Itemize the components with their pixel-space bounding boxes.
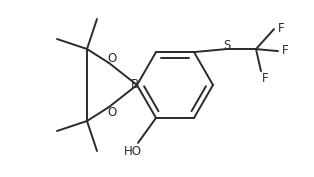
Text: F: F [278,22,284,35]
Text: F: F [262,72,268,85]
Text: S: S [223,39,231,52]
Text: F: F [282,44,288,57]
Text: HO: HO [124,145,142,158]
Text: B: B [131,79,139,92]
Text: O: O [107,52,116,64]
Text: O: O [107,105,116,118]
